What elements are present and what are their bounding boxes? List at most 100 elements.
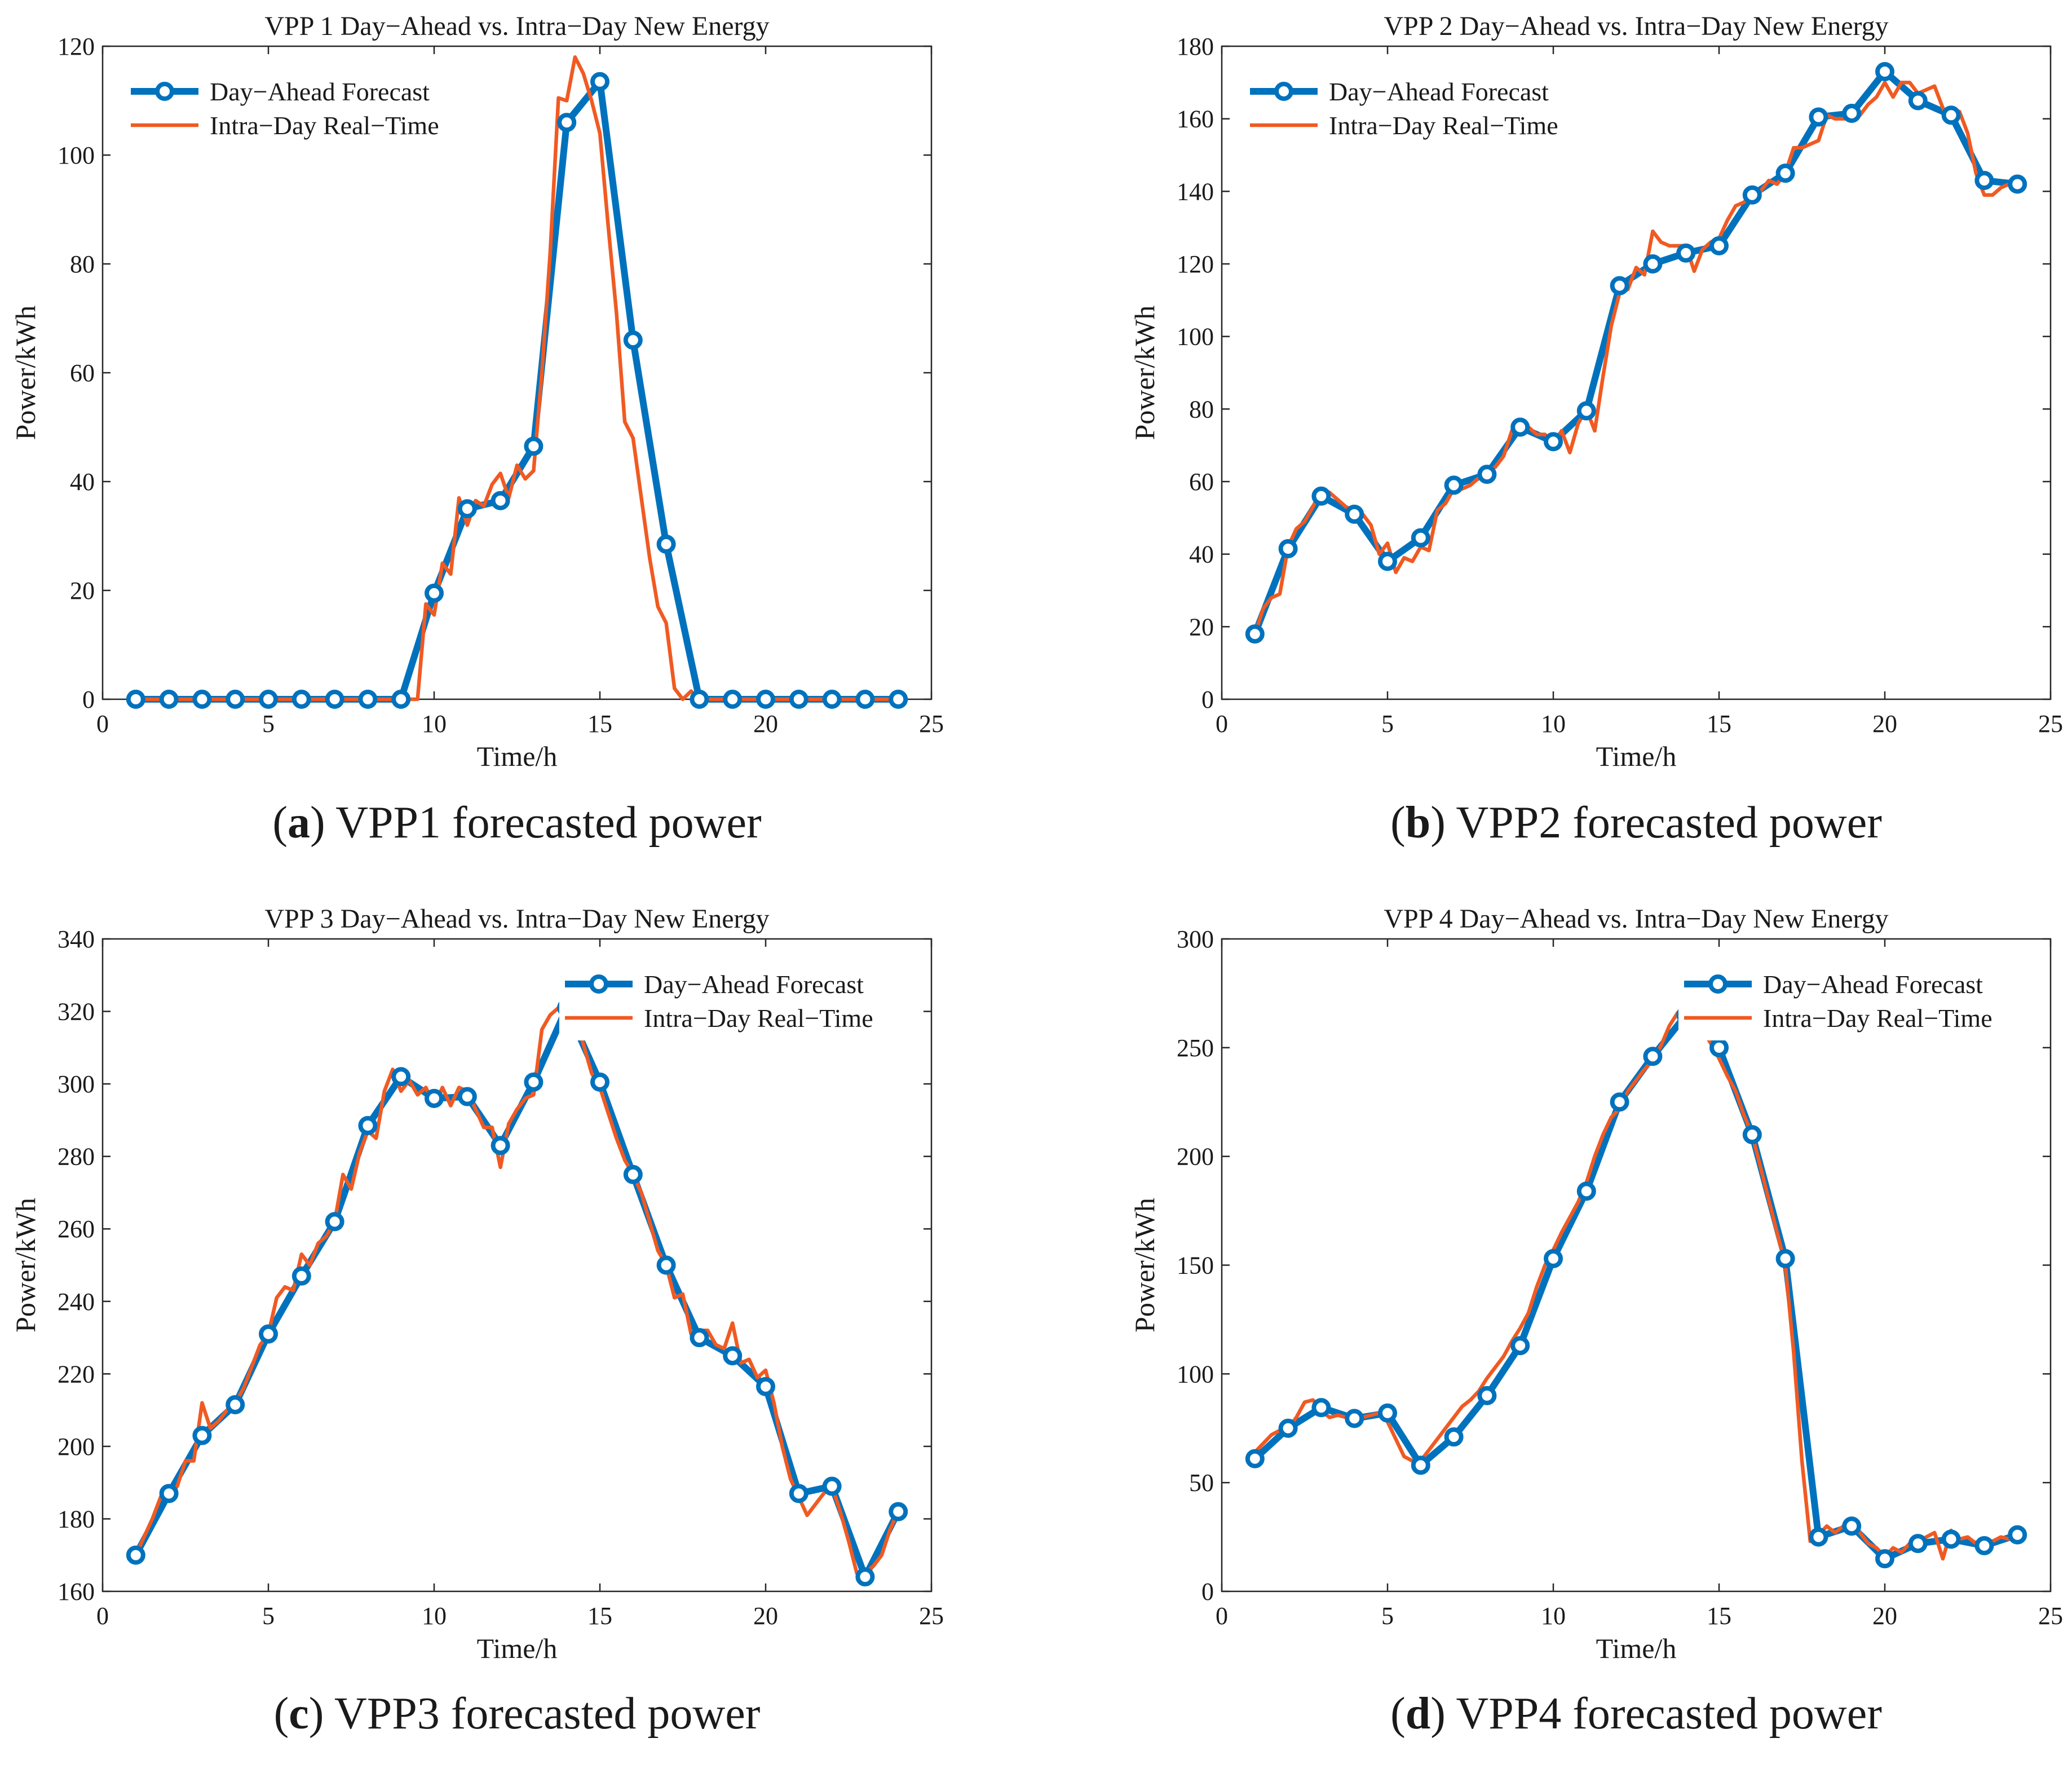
day-ahead-marker <box>1345 1409 1364 1428</box>
x-tick-label: 10 <box>1541 1602 1566 1630</box>
day-ahead-marker <box>1576 401 1596 421</box>
y-tick-label: 100 <box>1177 1360 1214 1388</box>
caption-letter: c <box>289 1689 309 1739</box>
day-ahead-marker <box>1510 1336 1530 1356</box>
day-ahead-marker <box>1544 1249 1563 1268</box>
chart-panel-vpp1: VPP 1 Day−Ahead vs. Intra−Day New Energy… <box>10 11 944 848</box>
day-ahead-marker <box>623 1164 643 1184</box>
day-ahead-marker <box>557 113 577 133</box>
legend-intra-day-label: Intra−Day Real−Time <box>1329 111 1558 140</box>
day-ahead-marker <box>855 690 875 709</box>
day-ahead-marker <box>756 690 775 709</box>
chart-panel-vpp3: VPP 3 Day−Ahead vs. Intra−Day New Energy… <box>10 904 944 1739</box>
plot-area-frame <box>1221 45 2052 700</box>
y-axis-label: Power/kWh <box>1129 306 1160 440</box>
day-ahead-marker <box>1278 1418 1298 1438</box>
y-tick-label: 260 <box>58 1215 95 1243</box>
x-tick-label: 5 <box>262 1602 275 1630</box>
day-ahead-marker <box>855 1567 875 1587</box>
x-tick-label: 10 <box>1541 710 1566 738</box>
y-tick-label: 60 <box>1189 468 1214 496</box>
chart-title: VPP 4 Day−Ahead vs. Intra−Day New Energy <box>1384 904 1888 934</box>
day-ahead-marker <box>1544 432 1563 452</box>
y-tick-label: 300 <box>58 1070 95 1098</box>
legend-intra-day-label: Intra−Day Real−Time <box>210 111 439 140</box>
day-ahead-marker <box>1941 105 1961 125</box>
x-tick-label: 15 <box>587 1602 612 1630</box>
day-ahead-marker <box>1974 171 1994 191</box>
x-tick-label: 5 <box>1381 1602 1394 1630</box>
x-tick-label: 10 <box>422 710 447 738</box>
x-tick-label: 15 <box>587 710 612 738</box>
y-tick-label: 150 <box>1177 1252 1214 1280</box>
y-tick-label: 200 <box>58 1433 95 1461</box>
day-ahead-marker <box>590 72 609 91</box>
day-ahead-marker <box>226 690 245 709</box>
day-ahead-marker <box>1643 1047 1663 1066</box>
y-tick-label: 60 <box>70 359 95 387</box>
day-ahead-marker <box>1411 1455 1430 1475</box>
caption-letter: b <box>1406 798 1431 848</box>
chart-panel-vpp4: VPP 4 Day−Ahead vs. Intra−Day New Energy… <box>1129 904 2063 1739</box>
day-ahead-marker <box>690 690 709 709</box>
y-tick-label: 250 <box>1177 1034 1214 1062</box>
day-ahead-marker <box>690 1328 709 1348</box>
x-tick-label: 0 <box>1216 710 1228 738</box>
y-tick-label: 220 <box>58 1360 95 1388</box>
chart-title: VPP 1 Day−Ahead vs. Intra−Day New Energy <box>264 11 769 41</box>
y-tick-label: 80 <box>1189 395 1214 423</box>
day-ahead-marker <box>1842 104 1862 123</box>
legend-day-ahead-label: Day−Ahead Forecast <box>1763 970 1983 999</box>
day-ahead-marker <box>325 690 344 709</box>
x-tick-label: 0 <box>96 1602 109 1630</box>
day-ahead-marker <box>1676 243 1696 263</box>
x-tick-label: 20 <box>1872 710 1897 738</box>
x-axis-label: Time/h <box>1596 740 1677 772</box>
legend-day-ahead-marker <box>1274 82 1293 101</box>
x-tick-label: 20 <box>753 710 778 738</box>
day-ahead-marker <box>723 1346 743 1366</box>
panel-caption: (a) VPP1 forecasted power <box>272 798 761 848</box>
day-ahead-marker <box>822 1476 842 1496</box>
day-ahead-marker <box>1378 1403 1397 1423</box>
day-ahead-marker <box>1444 475 1464 495</box>
day-ahead-marker <box>1444 1427 1464 1447</box>
y-tick-label: 20 <box>70 577 95 605</box>
legend-box <box>559 961 920 1040</box>
legend: Day−Ahead Forecast Intra−Day Real−Time <box>1678 961 2039 1040</box>
day-ahead-marker <box>358 1116 378 1136</box>
day-ahead-marker <box>457 1087 477 1106</box>
day-ahead-marker <box>291 690 311 709</box>
x-tick-label: 15 <box>1707 1602 1731 1630</box>
chart-panel-vpp2: VPP 2 Day−Ahead vs. Intra−Day New Energy… <box>1129 11 2063 848</box>
caption-letter: d <box>1406 1689 1431 1739</box>
legend-intra-day-label: Intra−Day Real−Time <box>1763 1004 1993 1033</box>
day-ahead-marker <box>1742 185 1762 205</box>
x-tick-label: 20 <box>753 1602 778 1630</box>
intra-day-series-line <box>1253 81 2020 636</box>
y-tick-label: 20 <box>1189 613 1214 641</box>
y-tick-label: 340 <box>58 925 95 953</box>
day-ahead-marker <box>1875 62 1894 82</box>
y-tick-label: 200 <box>1177 1143 1214 1171</box>
day-ahead-marker <box>1311 1398 1331 1418</box>
day-ahead-marker <box>723 690 743 709</box>
day-ahead-marker <box>1378 552 1397 571</box>
day-ahead-marker <box>226 1395 245 1414</box>
day-ahead-marker <box>524 1072 544 1092</box>
x-tick-label: 25 <box>919 710 944 738</box>
y-tick-label: 80 <box>70 250 95 278</box>
y-tick-label: 300 <box>1177 925 1214 953</box>
x-tick-label: 5 <box>1381 710 1394 738</box>
y-tick-label: 120 <box>58 33 95 60</box>
y-tick-label: 0 <box>1201 686 1214 713</box>
day-ahead-marker <box>192 690 212 709</box>
day-ahead-marker <box>1809 1527 1828 1547</box>
day-ahead-marker <box>126 690 145 709</box>
day-ahead-marker <box>159 1484 179 1503</box>
x-tick-label: 20 <box>1872 1602 1897 1630</box>
day-ahead-marker <box>491 491 510 510</box>
day-ahead-marker <box>126 1545 145 1565</box>
